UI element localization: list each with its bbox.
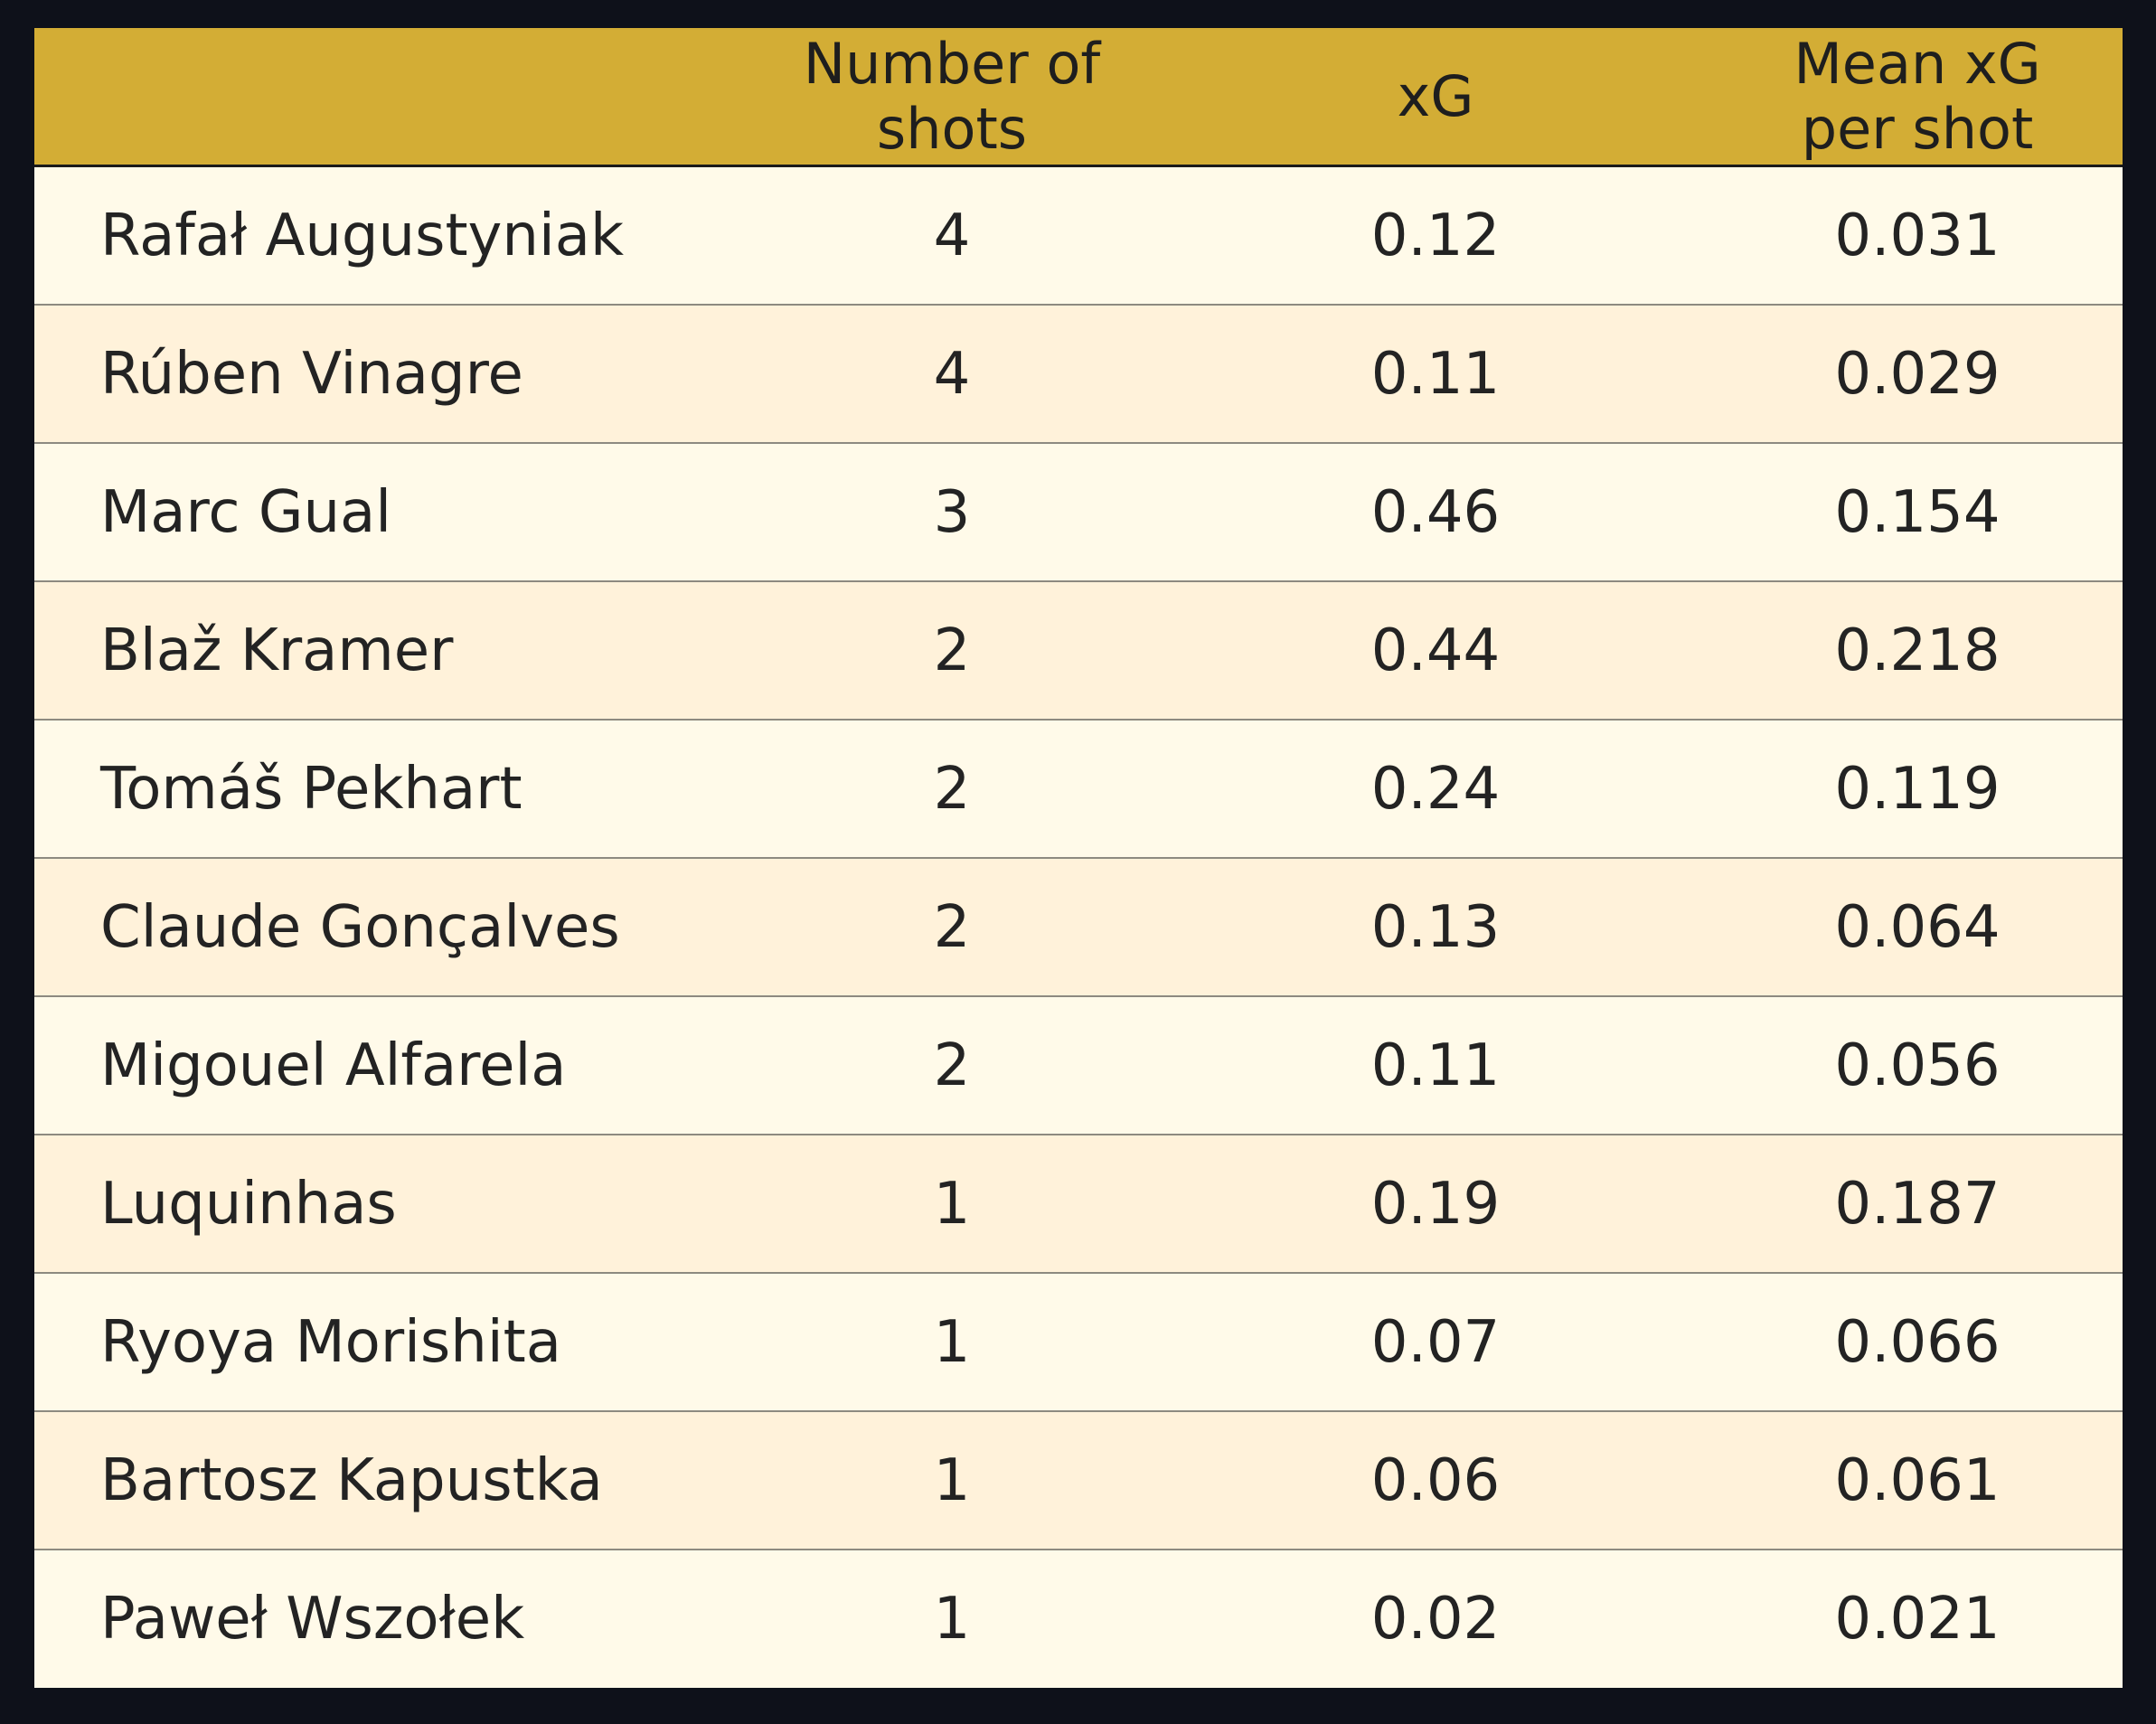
table-row: Rúben Vinagre 4 0.11 0.029 — [34, 306, 2123, 444]
player-name-cell: Luquinhas — [100, 1170, 397, 1238]
player-name-cell: Blaž Kramer — [100, 617, 454, 684]
number-of-shots-cell: 2 — [933, 617, 971, 684]
header-player — [34, 28, 758, 165]
xg-cell: 0.11 — [1370, 340, 1501, 408]
player-name-cell: Marc Gual — [100, 478, 392, 546]
table-row: Bartosz Kapustka 1 0.06 0.061 — [34, 1412, 2123, 1550]
header-mean-xg-per-shot: Mean xG per shot — [1794, 30, 2041, 162]
mean-xg-per-shot-cell: 0.031 — [1834, 202, 2001, 269]
player-name-cell: Bartosz Kapustka — [100, 1446, 603, 1514]
number-of-shots-cell: 2 — [933, 893, 971, 961]
table-row: Luquinhas 1 0.19 0.187 — [34, 1135, 2123, 1274]
xg-cell: 0.46 — [1370, 478, 1501, 546]
mean-xg-per-shot-cell: 0.061 — [1834, 1446, 2001, 1514]
xg-cell: 0.07 — [1370, 1308, 1501, 1376]
table-row: Marc Gual 3 0.46 0.154 — [34, 444, 2123, 582]
xg-cell: 0.02 — [1370, 1585, 1501, 1653]
table-row: Paweł Wszołek 1 0.02 0.021 — [34, 1550, 2123, 1688]
player-name-cell: Paweł Wszołek — [100, 1585, 525, 1653]
mean-xg-per-shot-cell: 0.029 — [1834, 340, 2001, 408]
number-of-shots-cell: 1 — [933, 1585, 971, 1653]
mean-xg-per-shot-cell: 0.021 — [1834, 1585, 2001, 1653]
mean-xg-per-shot-cell: 0.119 — [1834, 755, 2001, 823]
xg-cell: 0.44 — [1370, 617, 1501, 684]
player-name-cell: Rafał Augustyniak — [100, 202, 625, 269]
table-header: Number of shots xG Mean xG per shot — [34, 28, 2123, 167]
header-xg: xG — [1397, 62, 1474, 129]
table-row: Tomáš Pekhart 2 0.24 0.119 — [34, 721, 2123, 859]
number-of-shots-cell: 4 — [933, 340, 971, 408]
player-name-cell: Migouel Alfarela — [100, 1032, 567, 1099]
xg-cell: 0.06 — [1370, 1446, 1501, 1514]
number-of-shots-cell: 1 — [933, 1170, 971, 1238]
xg-cell: 0.12 — [1370, 202, 1501, 269]
xg-cell: 0.13 — [1370, 893, 1501, 961]
number-of-shots-cell: 1 — [933, 1446, 971, 1514]
table-row: Migouel Alfarela 2 0.11 0.056 — [34, 997, 2123, 1135]
table-row: Claude Gonçalves 2 0.13 0.064 — [34, 859, 2123, 997]
number-of-shots-cell: 3 — [933, 478, 971, 546]
xg-cell: 0.11 — [1370, 1032, 1501, 1099]
number-of-shots-cell: 1 — [933, 1308, 971, 1376]
mean-xg-per-shot-cell: 0.154 — [1834, 478, 2001, 546]
player-name-cell: Rúben Vinagre — [100, 340, 523, 408]
mean-xg-per-shot-cell: 0.066 — [1834, 1308, 2001, 1376]
xg-cell: 0.19 — [1370, 1170, 1501, 1238]
player-name-cell: Claude Gonçalves — [100, 893, 620, 961]
table-body: Rafał Augustyniak 4 0.12 0.031 Rúben Vinagre… — [34, 167, 2123, 1688]
number-of-shots-cell: 4 — [933, 202, 971, 269]
xg-cell: 0.24 — [1370, 755, 1501, 823]
mean-xg-per-shot-cell: 0.187 — [1834, 1170, 2001, 1238]
mean-xg-per-shot-cell: 0.064 — [1834, 893, 2001, 961]
player-name-cell: Tomáš Pekhart — [100, 755, 523, 823]
number-of-shots-cell: 2 — [933, 1032, 971, 1099]
table-row: Ryoya Morishita 1 0.07 0.066 — [34, 1274, 2123, 1412]
shots-table: Number of shots xG Mean xG per shot Rafa… — [34, 28, 2123, 1688]
mean-xg-per-shot-cell: 0.056 — [1834, 1032, 2001, 1099]
table-row: Blaž Kramer 2 0.44 0.218 — [34, 582, 2123, 721]
table-row: Rafał Augustyniak 4 0.12 0.031 — [34, 167, 2123, 306]
player-name-cell: Ryoya Morishita — [100, 1308, 561, 1376]
mean-xg-per-shot-cell: 0.218 — [1834, 617, 2001, 684]
number-of-shots-cell: 2 — [933, 755, 971, 823]
header-number-of-shots: Number of shots — [803, 30, 1101, 162]
